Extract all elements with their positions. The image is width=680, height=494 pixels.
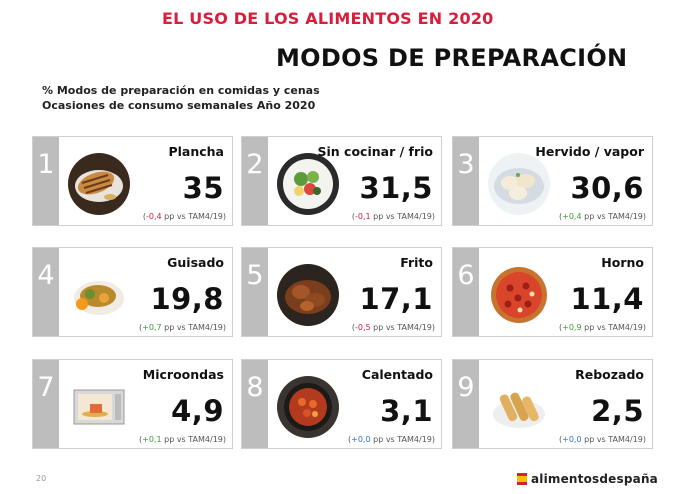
rank-number: 3 (453, 137, 479, 225)
change-vs-previous: (-0,5 pp vs TAM4/19) (351, 323, 435, 332)
microwave-photo (68, 376, 130, 438)
preparation-share-value: 3,1 (380, 394, 433, 428)
change-suffix: pp vs TAM4/19) (370, 435, 435, 444)
change-vs-previous: (+0,7 pp vs TAM4/19) (139, 323, 226, 332)
page-number: 20 (36, 474, 47, 483)
change-delta: +0,9 (562, 323, 582, 332)
preparation-card: 3 Hervido / vapor 30,6 (+0,4 pp vs TAM4/… (452, 136, 653, 226)
change-suffix: pp vs TAM4/19) (581, 323, 646, 332)
change-suffix: pp vs TAM4/19) (370, 212, 435, 221)
rank-number: 9 (453, 360, 479, 448)
grilled-chicken-photo (68, 153, 130, 215)
preparation-name: Sin cocinar / frio (317, 144, 433, 159)
change-suffix: pp vs TAM4/19) (370, 323, 435, 332)
change-delta: +0,0 (562, 435, 582, 444)
battered-food-photo (488, 376, 550, 438)
change-delta: +0,1 (142, 435, 162, 444)
change-vs-previous: (+0,1 pp vs TAM4/19) (139, 435, 226, 444)
rank-number: 6 (453, 248, 479, 336)
change-vs-previous: (+0,0 pp vs TAM4/19) (348, 435, 435, 444)
change-delta: -0,4 (145, 212, 162, 221)
brand-logo: alimentosdespaña (516, 472, 658, 486)
preparation-share-value: 11,4 (570, 282, 644, 316)
preparation-name: Frito (400, 255, 433, 270)
preparation-share-value: 4,9 (171, 394, 224, 428)
preparation-card: 1 Plancha 35 (-0,4 pp vs TAM4/19) (32, 136, 233, 226)
preparation-name: Guisado (167, 255, 224, 270)
preparation-share-value: 2,5 (591, 394, 644, 428)
preparation-name: Microondas (142, 367, 224, 382)
preparation-share-value: 35 (182, 171, 224, 205)
change-vs-previous: (+0,0 pp vs TAM4/19) (559, 435, 646, 444)
change-delta: +0,7 (142, 323, 162, 332)
preparation-share-value: 17,1 (359, 282, 433, 316)
change-suffix: pp vs TAM4/19) (161, 323, 226, 332)
preparation-card: 7 Microondas 4,9 (+0,1 pp vs TAM4/19) (32, 359, 233, 449)
rank-number: 5 (242, 248, 268, 336)
preparation-name: Hervido / vapor (535, 144, 644, 159)
change-vs-previous: (-0,1 pp vs TAM4/19) (351, 212, 435, 221)
change-delta: +0,4 (562, 212, 582, 221)
rank-number: 4 (33, 248, 59, 336)
rank-number: 2 (242, 137, 268, 225)
preparation-card: 8 Calentado 3,1 (+0,0 pp vs TAM4/19) (241, 359, 442, 449)
change-suffix: pp vs TAM4/19) (161, 435, 226, 444)
subtitle-period: Ocasiones de consumo semanales Año 2020 (42, 99, 316, 112)
preparation-card: 9 Rebozado 2,5 (+0,0 pp vs TAM4/19) (452, 359, 653, 449)
fried-chicken-photo (277, 264, 339, 326)
preparation-card: 5 Frito 17,1 (-0,5 pp vs TAM4/19) (241, 247, 442, 337)
preparation-name: Horno (601, 255, 644, 270)
change-vs-previous: (+0,4 pp vs TAM4/19) (559, 212, 646, 221)
preparation-share-value: 30,6 (570, 171, 644, 205)
page-title: MODOS DE PREPARACIÓN (276, 44, 628, 72)
dumplings-photo (488, 153, 550, 215)
change-delta: +0,0 (351, 435, 371, 444)
rank-number: 1 (33, 137, 59, 225)
subtitle-metric: % Modos de preparación en comidas y cena… (42, 84, 320, 97)
spain-flag-icon (516, 473, 527, 485)
section-heading: EL USO DE LOS ALIMENTOS EN 2020 (162, 9, 494, 28)
change-delta: -0,1 (354, 212, 371, 221)
preparation-card: 2 Sin cocinar / frio 31,5 (-0,1 pp vs TA… (241, 136, 442, 226)
salad-photo (277, 153, 339, 215)
preparation-name: Plancha (168, 144, 224, 159)
stew-photo (68, 264, 130, 326)
preparation-name: Calentado (361, 367, 433, 382)
change-vs-previous: (+0,9 pp vs TAM4/19) (559, 323, 646, 332)
heated-pan-photo (277, 376, 339, 438)
pizza-photo (488, 264, 550, 326)
preparation-name: Rebozado (575, 367, 644, 382)
change-suffix: pp vs TAM4/19) (161, 212, 226, 221)
rank-number: 8 (242, 360, 268, 448)
change-suffix: pp vs TAM4/19) (581, 435, 646, 444)
rank-number: 7 (33, 360, 59, 448)
preparation-share-value: 31,5 (359, 171, 433, 205)
change-suffix: pp vs TAM4/19) (581, 212, 646, 221)
brand-name: alimentosdespaña (530, 472, 658, 486)
preparation-share-value: 19,8 (150, 282, 224, 316)
preparation-card: 6 Horno 11,4 (+0,9 pp vs TAM4/19) (452, 247, 653, 337)
change-delta: -0,5 (354, 323, 371, 332)
preparation-card: 4 Guisado 19,8 (+0,7 pp vs TAM4/19) (32, 247, 233, 337)
change-vs-previous: (-0,4 pp vs TAM4/19) (142, 212, 226, 221)
